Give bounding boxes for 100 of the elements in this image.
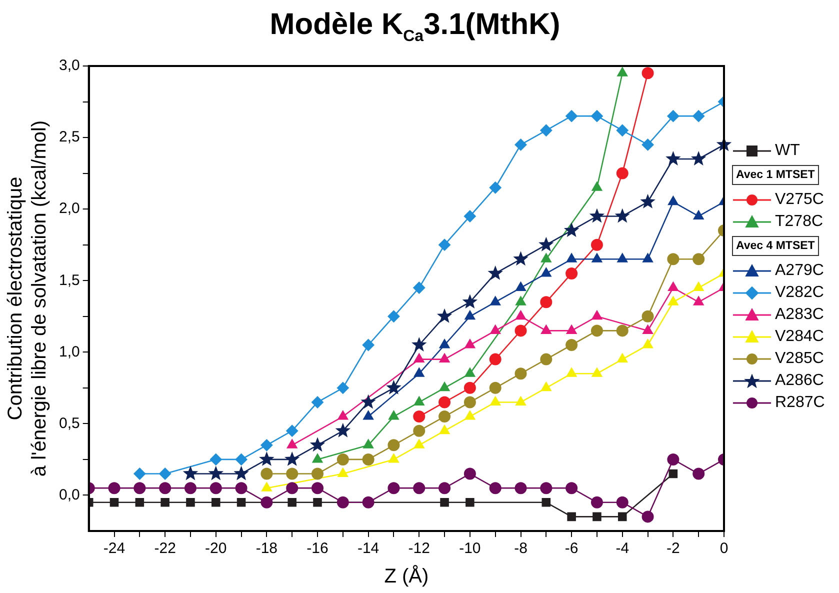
point bbox=[286, 468, 298, 480]
point bbox=[438, 482, 451, 494]
point bbox=[288, 498, 296, 507]
point bbox=[592, 253, 602, 262]
point bbox=[464, 396, 476, 408]
legend-label: A286C bbox=[775, 372, 824, 390]
legend-label: V275C bbox=[775, 191, 824, 209]
point bbox=[464, 410, 476, 420]
point bbox=[260, 439, 273, 452]
point bbox=[542, 498, 551, 507]
x-tick-label: -6 bbox=[564, 540, 578, 558]
point bbox=[436, 308, 452, 323]
point bbox=[514, 368, 527, 380]
point bbox=[540, 353, 552, 366]
x-tick-label: -18 bbox=[256, 540, 278, 558]
point bbox=[668, 282, 678, 292]
point bbox=[236, 498, 246, 507]
point bbox=[260, 468, 273, 480]
point bbox=[438, 396, 451, 408]
point bbox=[135, 498, 144, 507]
point bbox=[566, 267, 578, 280]
point bbox=[617, 353, 628, 363]
point bbox=[438, 238, 451, 251]
point bbox=[667, 253, 680, 266]
legend-label: WT bbox=[775, 142, 800, 160]
point bbox=[514, 482, 527, 494]
point bbox=[489, 382, 502, 394]
text: Avec 4 MTSET bbox=[732, 236, 819, 256]
point bbox=[108, 482, 120, 494]
point bbox=[540, 253, 552, 262]
point bbox=[564, 222, 580, 238]
point bbox=[513, 251, 528, 266]
point bbox=[464, 382, 476, 394]
point bbox=[412, 337, 427, 352]
point bbox=[286, 439, 298, 448]
point bbox=[208, 466, 224, 480]
y-tick-label: 0,0 bbox=[58, 486, 80, 504]
point bbox=[490, 296, 501, 306]
point bbox=[566, 482, 578, 494]
x-axis-title: Z (Å) bbox=[384, 564, 429, 588]
point bbox=[286, 424, 298, 437]
y-tick-label: 1,0 bbox=[58, 343, 80, 360]
point bbox=[567, 512, 576, 522]
point bbox=[413, 282, 426, 294]
point bbox=[616, 324, 628, 337]
point bbox=[182, 466, 198, 480]
point bbox=[336, 382, 349, 394]
point bbox=[388, 310, 400, 322]
point bbox=[590, 496, 603, 508]
point bbox=[211, 498, 220, 507]
legend-label: T278C bbox=[775, 213, 824, 231]
point bbox=[640, 194, 656, 208]
point bbox=[462, 294, 478, 309]
point bbox=[616, 167, 628, 180]
point bbox=[592, 182, 602, 191]
point bbox=[414, 368, 424, 377]
point bbox=[159, 468, 172, 480]
point bbox=[134, 468, 146, 480]
point bbox=[642, 138, 654, 151]
point bbox=[617, 67, 628, 76]
x-tick-label: -8 bbox=[514, 540, 528, 558]
point bbox=[413, 424, 426, 437]
point bbox=[439, 353, 450, 363]
x-tick-label: -24 bbox=[103, 540, 126, 558]
point bbox=[336, 453, 349, 466]
point bbox=[260, 496, 273, 508]
point bbox=[692, 110, 705, 122]
point bbox=[313, 498, 322, 507]
point bbox=[414, 396, 424, 406]
legend-label: R287C bbox=[775, 394, 825, 412]
point bbox=[335, 422, 351, 438]
point bbox=[438, 410, 451, 423]
point bbox=[616, 496, 628, 508]
y-tick-label: 0,5 bbox=[58, 414, 80, 432]
x-tick-label: -4 bbox=[616, 540, 630, 558]
point bbox=[414, 353, 424, 363]
point bbox=[235, 482, 248, 494]
point bbox=[515, 396, 526, 406]
point bbox=[614, 208, 630, 223]
point bbox=[414, 439, 424, 448]
point bbox=[439, 382, 450, 392]
point bbox=[235, 453, 248, 466]
point bbox=[159, 482, 172, 494]
point bbox=[540, 482, 552, 494]
point bbox=[566, 110, 578, 122]
point bbox=[362, 339, 374, 351]
point bbox=[440, 498, 449, 507]
point bbox=[210, 453, 222, 466]
point bbox=[616, 124, 628, 136]
point bbox=[690, 151, 706, 166]
point bbox=[668, 196, 678, 206]
x-tick-label: -22 bbox=[154, 540, 176, 558]
point bbox=[439, 339, 450, 348]
point bbox=[134, 482, 146, 494]
point bbox=[667, 453, 680, 466]
y-tick-label: 3,0 bbox=[58, 57, 80, 74]
point bbox=[489, 353, 502, 366]
point bbox=[540, 324, 552, 334]
point bbox=[514, 324, 527, 337]
x-tick-label: -14 bbox=[357, 540, 380, 558]
